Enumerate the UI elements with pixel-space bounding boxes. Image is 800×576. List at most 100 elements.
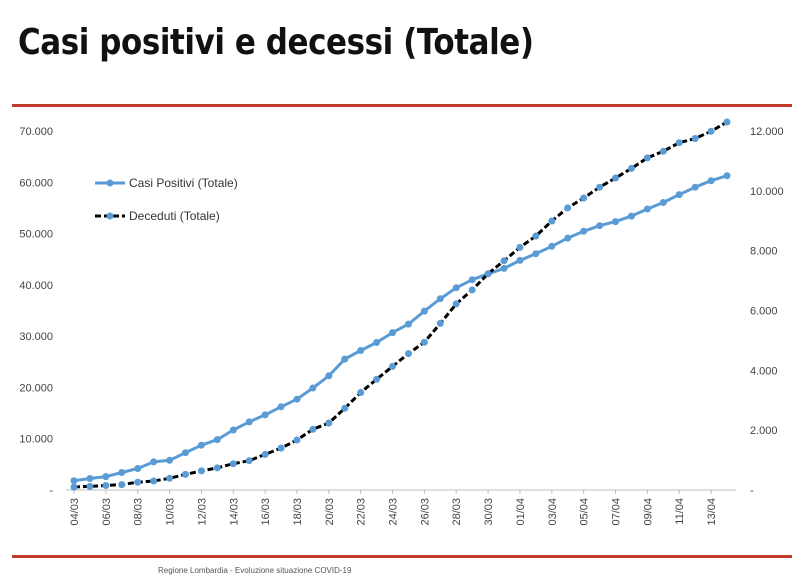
series-deceduti-point	[245, 457, 253, 465]
right-axis-tick-label: 10.000	[750, 186, 784, 198]
legend-deceduti-label: Deceduti (Totale)	[129, 209, 220, 223]
series-deceduti-point	[102, 482, 110, 489]
series-deceduti	[70, 118, 731, 491]
left-axis-tick-label: 70.000	[19, 126, 53, 138]
x-axis-tick-label: 05/04	[579, 498, 591, 526]
series-deceduti-point	[436, 319, 444, 327]
left-axis-tick-label: 20.000	[19, 382, 53, 394]
series-positivi-point	[261, 411, 269, 419]
series-positivi-point	[468, 276, 476, 284]
x-axis-tick-label: 06/03	[101, 498, 113, 526]
x-axis-tick-label: 24/03	[388, 498, 400, 526]
slide-title: Casi positivi e decessi (Totale)	[18, 22, 534, 63]
series-deceduti-point	[707, 127, 715, 135]
series-deceduti-point	[484, 270, 492, 278]
series-deceduti-point	[612, 174, 620, 182]
x-axis-tick-label: 01/04	[515, 498, 527, 526]
series-deceduti-point	[389, 362, 397, 370]
right-axis-tick-label: 12.000	[750, 126, 784, 138]
series-deceduti-point	[500, 257, 508, 265]
series-positivi-point	[309, 384, 317, 392]
series-positivi-point	[643, 205, 651, 213]
series-deceduti-point	[564, 204, 572, 212]
series-deceduti-point	[548, 217, 556, 225]
series-deceduti-point	[261, 450, 269, 458]
series-deceduti-point	[723, 118, 731, 126]
series-positivi-point	[166, 456, 174, 464]
left-axis-tick-label: 40.000	[19, 280, 53, 292]
series-positivi-point	[86, 475, 94, 482]
series-deceduti-point	[309, 425, 317, 433]
series-positivi-point	[612, 218, 620, 226]
series-positivi-point	[532, 250, 540, 258]
series-deceduti-point	[357, 389, 365, 396]
series-deceduti-point	[213, 464, 221, 472]
left-axis-ticks: - 10.000 20.000 30.000 40.000 50.000 60.000 70.…	[19, 126, 53, 497]
series-deceduti-point	[643, 154, 651, 162]
series-positivi-point	[420, 307, 428, 315]
series-deceduti-point	[516, 243, 524, 251]
left-axis-tick-label: 60.000	[19, 177, 53, 189]
x-axis-tick-label: 14/03	[228, 498, 240, 526]
right-axis-tick-label: -	[750, 485, 754, 497]
right-axis-ticks: - 2.000 4.000 6.000 8.000 10.000 12.000	[750, 126, 784, 497]
legend-positivi-marker	[106, 179, 114, 187]
series-deceduti-point	[596, 183, 604, 191]
x-axis-tick-label: 22/03	[356, 498, 368, 526]
series-positivi-point	[675, 191, 683, 199]
series-deceduti-point	[452, 300, 460, 308]
series-positivi-point	[707, 177, 715, 185]
x-axis-tick-label: 10/03	[165, 498, 177, 526]
x-axis-tick-label: 07/04	[611, 498, 623, 526]
right-axis-tick-label: 6.000	[750, 306, 778, 318]
x-axis-tick-label: 08/03	[133, 498, 145, 526]
x-axis-tick-label: 16/03	[260, 498, 272, 526]
right-axis-tick-label: 2.000	[750, 425, 778, 437]
series-deceduti-point	[468, 286, 476, 294]
series-positivi-point	[150, 458, 158, 466]
series-positivi-point	[452, 284, 460, 292]
series-positivi-point	[213, 436, 221, 444]
series-positivi-point	[277, 403, 285, 411]
series-deceduti-point	[627, 164, 635, 172]
series-deceduti-point	[229, 460, 237, 468]
footer-text: Regione Lombardia - Evoluzione situazion…	[158, 566, 352, 575]
x-axis-tick-label: 13/04	[706, 498, 718, 526]
x-axis-tick-label: 04/03	[69, 498, 81, 526]
series-positivi-point	[436, 295, 444, 303]
right-axis-tick-label: 4.000	[750, 365, 778, 377]
series-deceduti-point	[70, 483, 78, 491]
series-deceduti-point	[277, 444, 285, 452]
x-axis-tick-label: 09/04	[642, 498, 654, 526]
series-deceduti-point	[150, 477, 158, 485]
series-positivi-point	[341, 355, 349, 363]
series-deceduti-point	[86, 482, 94, 490]
series-positivi-point	[580, 227, 588, 235]
line-chart: - 10.000 20.000 30.000 40.000 50.000 60.000 70.…	[19, 118, 784, 526]
series-positivi-point	[723, 172, 731, 180]
series-deceduti-point	[373, 375, 381, 383]
series-positivi-point	[118, 469, 126, 476]
series-deceduti-point	[293, 436, 301, 444]
title-divider	[12, 104, 792, 107]
series-positivi-point	[691, 183, 699, 191]
footer-divider	[12, 555, 792, 558]
series-positivi-point	[181, 449, 189, 457]
x-axis-tick-label: 28/03	[451, 498, 463, 526]
series-deceduti-point	[181, 470, 189, 478]
series-positivi-point	[197, 441, 205, 449]
series-deceduti-point	[341, 404, 349, 412]
series-deceduti-point	[420, 338, 428, 346]
series-deceduti-point	[659, 147, 667, 155]
series-positivi-point	[548, 242, 556, 250]
x-axis-ticks: 04/03 06/03 08/03 10/03 12/03 14/03 16/03 18/03…	[69, 490, 718, 526]
series-positivi-point	[245, 418, 253, 426]
x-axis-tick-label: 26/03	[419, 498, 431, 526]
x-axis-tick-label: 03/04	[547, 498, 559, 526]
series-deceduti-point	[197, 467, 205, 475]
x-axis-tick-label: 20/03	[324, 498, 336, 526]
series-positivi-point	[102, 473, 110, 481]
left-axis-tick-label: 10.000	[19, 434, 53, 446]
series-positivi-point	[70, 477, 78, 485]
left-axis-tick-label: -	[49, 485, 53, 497]
